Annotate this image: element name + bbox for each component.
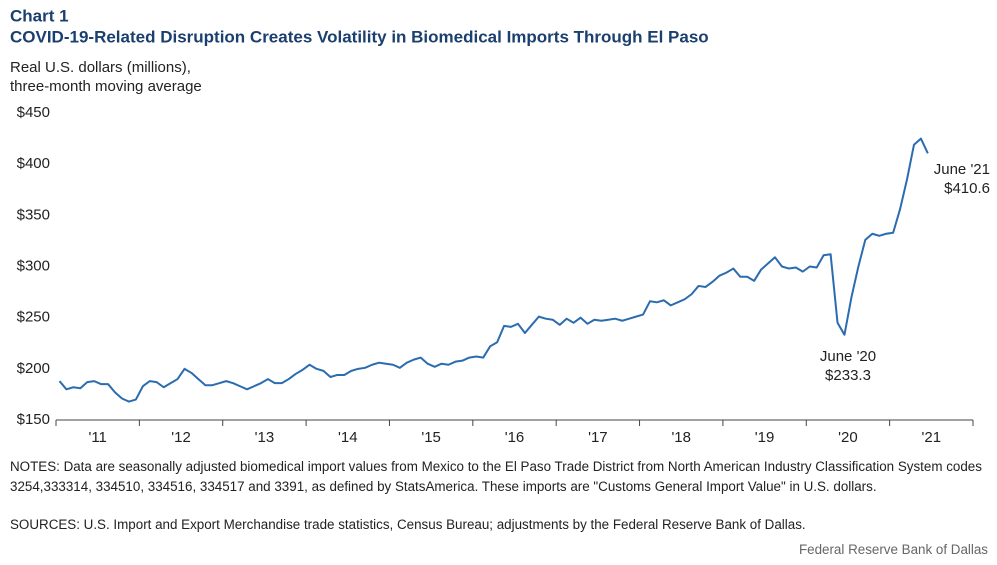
x-tick-label: '13 [255, 429, 275, 446]
y-tick-label: $250 [17, 309, 50, 326]
annotation: June '20 [820, 348, 876, 365]
y-tick-label: $400 [17, 155, 50, 172]
chart: Chart 1 COVID-19-Related Disruption Crea… [10, 6, 990, 446]
x-tick-label: '17 [588, 429, 608, 446]
credit: Federal Reserve Bank of Dallas [798, 542, 988, 557]
y-tick-label: $200 [17, 360, 50, 377]
chart-subtitle: COVID-19-Related Disruption Creates Vola… [10, 27, 709, 46]
data-line [58, 137, 929, 403]
x-tick-label: '16 [505, 429, 525, 446]
annotation: $233.3 [825, 367, 871, 384]
x-tick-label: '20 [838, 429, 858, 446]
annotation: $410.6 [944, 180, 990, 197]
y-tick-label: $300 [17, 257, 50, 274]
x-tick-label: '14 [338, 429, 358, 446]
chart-title: Chart 1 [10, 6, 69, 25]
x-tick-label: '12 [171, 429, 191, 446]
x-tick-label: '18 [671, 429, 691, 446]
x-tick-label: '15 [421, 429, 441, 446]
y-axis-label: three-month moving average [10, 78, 202, 95]
y-tick-label: $450 [17, 104, 50, 121]
y-tick-label: $350 [17, 206, 50, 223]
y-axis-label: Real U.S. dollars (millions), [10, 59, 191, 76]
notes: NOTES: Data are seasonally adjusted biom… [10, 459, 982, 494]
y-tick-label: $150 [17, 411, 50, 428]
sources: SOURCES: U.S. Import and Export Merchand… [10, 517, 806, 532]
annotation: June '21 [934, 161, 990, 178]
x-tick-label: '19 [755, 429, 775, 446]
x-tick-label: '11 [88, 429, 106, 446]
x-tick-label: '21 [922, 429, 942, 446]
